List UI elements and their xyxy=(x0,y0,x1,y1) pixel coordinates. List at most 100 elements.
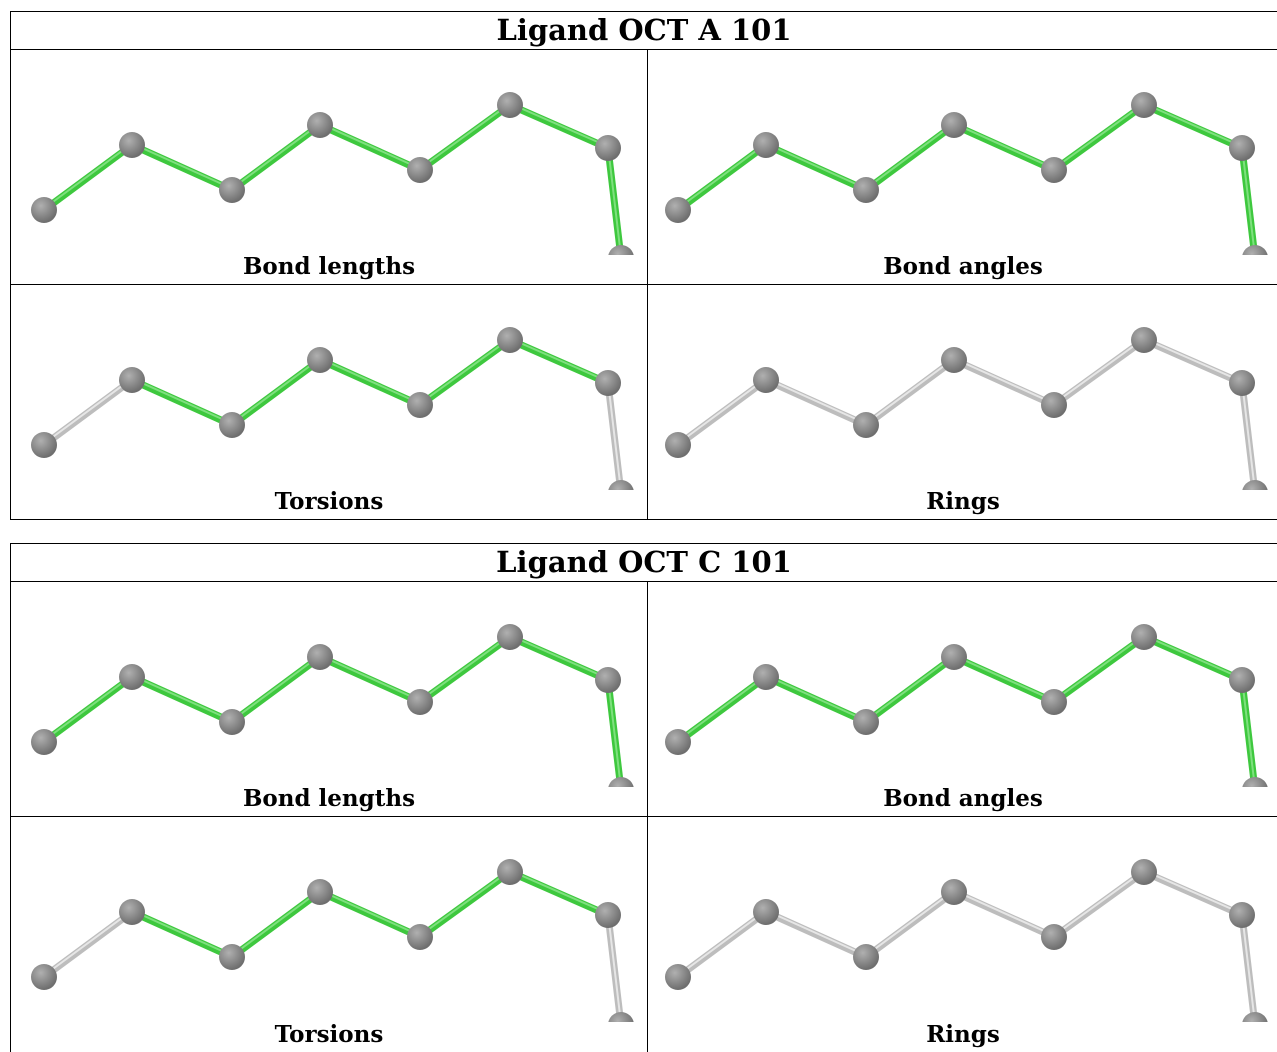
bond-green xyxy=(1050,633,1148,706)
carbon-atom xyxy=(1242,1012,1268,1022)
carbon-atom xyxy=(853,412,879,438)
panel-bond-angles: Bond angles xyxy=(648,50,1277,285)
panel-caption: Torsions xyxy=(274,1021,384,1048)
bond-green xyxy=(1238,676,1259,787)
bond-grey xyxy=(1140,868,1246,919)
bond-green xyxy=(416,633,514,706)
ligand-table-a: Ligand OCT A 101 Bond lengths Bond angle… xyxy=(10,11,1277,520)
panel-torsions: Torsions xyxy=(11,817,648,1052)
carbon-atom xyxy=(497,859,523,885)
carbon-atom xyxy=(853,709,879,735)
bond-green xyxy=(950,653,1058,706)
molecule-image xyxy=(665,859,1268,1022)
molecule-image xyxy=(31,624,634,787)
carbon-atom xyxy=(219,709,245,735)
bond-grey xyxy=(950,888,1058,941)
ligand-table-c: Ligand OCT C 101 Bond lengths Bond angle… xyxy=(10,543,1277,1052)
ligand-title: Ligand OCT C 101 xyxy=(11,544,1277,582)
bond-grey xyxy=(1050,868,1148,941)
bond-green xyxy=(128,908,236,961)
carbon-atom xyxy=(753,664,779,690)
carbon-atom xyxy=(1229,135,1255,161)
carbon-atom xyxy=(307,347,333,373)
bond-green xyxy=(1050,101,1148,174)
carbon-atom xyxy=(753,132,779,158)
bond-grey xyxy=(40,376,136,449)
carbon-atom xyxy=(307,879,333,905)
bond-green xyxy=(40,141,136,214)
carbon-atom xyxy=(1041,392,1067,418)
bond-green xyxy=(950,121,1058,174)
carbon-atom xyxy=(407,157,433,183)
panel-torsions: Torsions xyxy=(11,285,648,520)
bond-grey xyxy=(674,376,770,449)
carbon-atom xyxy=(1242,480,1268,490)
bond-grey xyxy=(950,356,1058,409)
panel-rings: Rings xyxy=(648,285,1277,520)
bond-green xyxy=(416,336,514,409)
carbon-atom xyxy=(219,177,245,203)
carbon-atom xyxy=(941,644,967,670)
carbon-atom xyxy=(307,644,333,670)
bond-green xyxy=(762,673,870,726)
carbon-atom xyxy=(1229,902,1255,928)
carbon-atom xyxy=(665,964,691,990)
panel-caption: Rings xyxy=(926,488,1000,515)
bond-grey xyxy=(862,888,958,961)
carbon-atom xyxy=(307,112,333,138)
bond-green xyxy=(506,336,612,387)
carbon-atom xyxy=(407,924,433,950)
bond-green xyxy=(316,888,424,941)
carbon-atom xyxy=(119,664,145,690)
carbon-atom xyxy=(665,432,691,458)
carbon-atom xyxy=(595,370,621,396)
bond-green xyxy=(416,101,514,174)
bond-grey xyxy=(862,356,958,429)
bond-grey xyxy=(1140,336,1246,387)
carbon-atom xyxy=(497,624,523,650)
carbon-atom xyxy=(1041,689,1067,715)
panel-caption: Rings xyxy=(926,1021,1000,1048)
molecule-image xyxy=(665,92,1268,255)
bond-grey xyxy=(674,908,770,981)
molecule-image xyxy=(31,327,634,490)
carbon-atom xyxy=(119,367,145,393)
bond-green xyxy=(506,633,612,684)
bond-green xyxy=(506,868,612,919)
carbon-atom xyxy=(595,667,621,693)
panel-caption: Bond lengths xyxy=(242,785,416,812)
carbon-atom xyxy=(407,689,433,715)
molecule-image xyxy=(665,624,1268,787)
bond-green xyxy=(228,653,324,726)
bond-grey xyxy=(1238,911,1259,1022)
bond-green xyxy=(1238,144,1259,255)
carbon-atom xyxy=(1242,777,1268,787)
carbon-atom xyxy=(608,245,634,255)
bond-green xyxy=(228,356,324,429)
bond-green xyxy=(316,121,424,174)
carbon-atom xyxy=(608,777,634,787)
bond-green xyxy=(862,653,958,726)
bond-green xyxy=(674,673,770,746)
panel-bond-lengths: Bond lengths xyxy=(11,582,648,817)
molecule-image xyxy=(31,859,634,1022)
carbon-atom xyxy=(1041,157,1067,183)
panel-caption: Bond angles xyxy=(883,785,1043,812)
carbon-atom xyxy=(1229,667,1255,693)
bond-grey xyxy=(40,908,136,981)
carbon-atom xyxy=(1041,924,1067,950)
panel-bond-lengths: Bond lengths xyxy=(11,50,648,285)
bond-green xyxy=(1140,633,1246,684)
panel-caption: Bond lengths xyxy=(242,253,416,280)
carbon-atom xyxy=(219,412,245,438)
bond-green xyxy=(128,376,236,429)
carbon-atom xyxy=(753,367,779,393)
carbon-atom xyxy=(853,177,879,203)
carbon-atom xyxy=(119,132,145,158)
carbon-atom xyxy=(219,944,245,970)
bond-green xyxy=(1140,101,1246,152)
carbon-atom xyxy=(31,432,57,458)
bond-green xyxy=(762,141,870,194)
carbon-atom xyxy=(497,92,523,118)
bond-green xyxy=(416,868,514,941)
